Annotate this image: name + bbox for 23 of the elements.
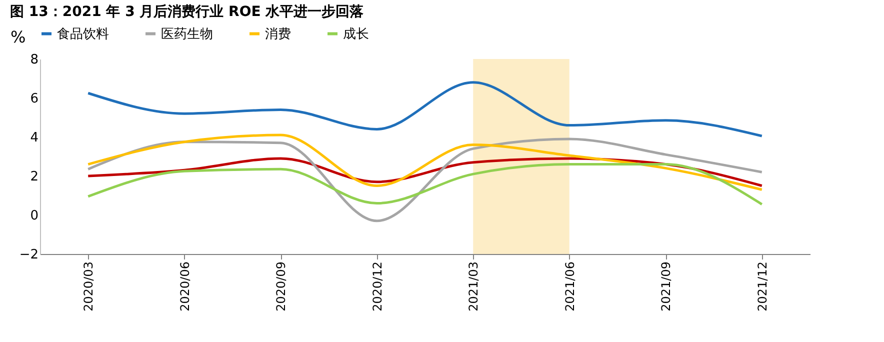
y-axis-title: %	[10, 28, 26, 46]
y-tick-label: 2	[30, 170, 38, 184]
legend-label: 食品饮料	[57, 26, 109, 42]
x-tick-label: 2021/06	[562, 262, 577, 312]
chart-title: 图 13：2021 年 3 月后消费行业 ROE 水平进一步回落	[10, 3, 365, 20]
y-tick-label: 8	[30, 52, 38, 68]
x-tick-label: 2020/06	[178, 262, 192, 312]
y-tick-label: −2	[19, 248, 38, 262]
legend-label: 医药生物	[161, 26, 213, 42]
x-tick-label: 2020/03	[82, 262, 96, 312]
legend-label: 消费	[265, 26, 291, 42]
x-tick-label: 2020/12	[370, 262, 384, 312]
x-tick-label: 2021/12	[755, 262, 770, 312]
y-tick-label: 6	[30, 92, 38, 106]
legend-label: 成长	[343, 26, 369, 42]
line-series	[86, 163, 764, 206]
line-series	[86, 134, 764, 191]
line-series	[86, 81, 764, 138]
y-tick-label: 4	[30, 130, 38, 146]
x-tick-label: 2020/09	[274, 262, 288, 312]
x-tick-label: 2021/09	[659, 262, 674, 312]
y-tick-label: 0	[30, 208, 38, 224]
x-tick-label: 2021/03	[466, 262, 481, 312]
